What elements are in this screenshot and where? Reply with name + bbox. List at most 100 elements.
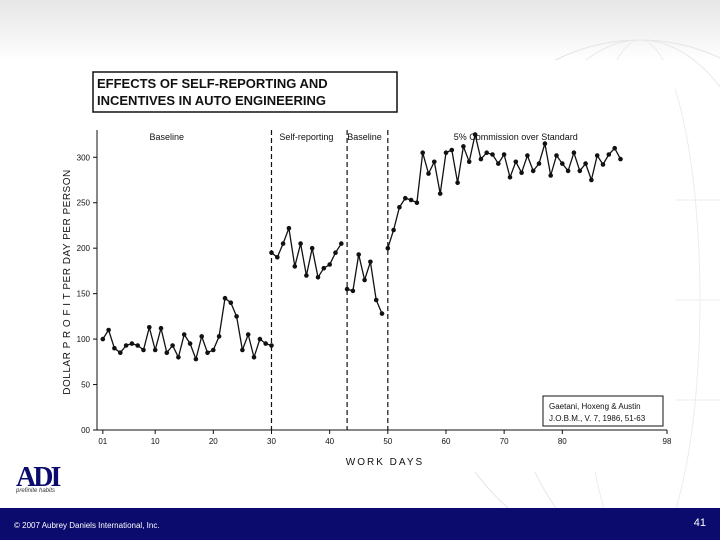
data-point [414,200,420,205]
data-point [106,327,111,333]
data-point [304,273,309,278]
data-point [280,241,286,246]
data-point [141,347,146,353]
data-point [193,356,199,362]
y-tick-label: 250 [77,199,91,208]
data-point [309,245,315,251]
data-point [612,145,617,151]
citation-box: Gaetani, Hoxeng & Austin J.O.B.M., V. 7,… [542,395,664,427]
data-point [228,300,234,305]
data-point [333,250,338,255]
phase-layer: Baseline Self-reporting Baseline 5% Commiss… [150,130,578,430]
x-tick-label: 40 [325,437,334,446]
data-point [443,150,449,155]
x-tick-label: 50 [383,437,392,446]
x-tick-label: 01 [98,437,107,446]
citation-line1: Gaetani, Hoxeng & Austin [549,402,641,411]
data-point [426,171,431,176]
data-point [286,225,292,231]
data-point [164,350,170,356]
data-point [100,336,106,342]
data-point [176,355,181,360]
data-point [123,343,129,348]
series-line-segment [102,297,272,362]
phase-label: Self-reporting [279,132,333,142]
data-point [112,345,117,351]
y-tick-label: 200 [77,244,91,253]
data-point [536,161,542,166]
data-point [344,286,350,292]
series-layer [100,132,623,362]
citation-line2: J.O.B.M., V. 7, 1986, 51-63 [549,414,646,423]
chart-title-box: EFFECTS OF SELF-REPORTING AND INCENTIVES… [92,71,398,113]
data-point [251,355,257,360]
data-point [222,295,228,301]
data-point [158,325,164,331]
data-point [356,252,362,257]
data-point [507,175,513,180]
data-point [420,150,426,155]
data-point [292,264,298,269]
data-point [449,147,455,153]
data-point [269,343,274,348]
company-logo: ADI prefinite habits [14,462,94,506]
x-tick-label: 70 [500,437,509,446]
data-point [211,347,216,353]
data-point [589,177,594,183]
data-point [519,170,524,175]
y-tick-label: 00 [81,426,90,435]
data-point [565,168,571,174]
data-point [478,156,484,162]
y-tick-label: 150 [77,290,91,299]
data-point [496,161,501,166]
data-point [560,161,565,166]
data-point [263,341,268,346]
data-point [461,144,466,149]
y-axis-label: DOLLAR P R O F I T PER DAY PER PERSON [62,169,73,394]
data-point [437,191,443,196]
x-tick-label: 10 [151,437,160,446]
data-point [240,347,245,353]
background-header-swoosh [0,0,720,60]
data-point [298,241,303,246]
data-point [484,150,490,155]
x-tick-label: 60 [442,437,451,446]
data-point [618,156,623,162]
data-point [583,161,588,166]
phase-label: Baseline [150,132,185,142]
data-point [385,245,391,251]
data-point [577,168,583,174]
data-point [362,277,367,283]
y-tick-label: 50 [81,381,90,390]
data-point [170,343,175,348]
footer-bar: © 2007 Aubrey Daniels International, Inc… [0,508,720,540]
data-point [234,314,239,319]
data-point [269,250,274,255]
data-point [472,132,478,137]
data-point [501,152,507,157]
x-tick-label: 20 [209,437,218,446]
data-point [391,227,396,233]
data-point [216,334,222,339]
data-point [542,141,548,146]
data-point [118,350,123,356]
data-point [432,159,437,165]
data-point [513,159,519,165]
data-point [321,265,327,271]
data-point [245,332,251,337]
data-point [455,180,460,185]
phase-label: 5% Commission over Standard [454,132,578,142]
x-tick-label: 80 [558,437,567,446]
data-point [129,341,135,346]
data-point [408,197,414,203]
x-tick-label: 98 [663,437,672,446]
copyright-text: © 2007 Aubrey Daniels International, Inc… [14,521,160,530]
logo-mark: ADI [16,462,61,493]
data-point [571,150,577,155]
ticks-layer: 00 50 100 150 200 250 300 01 10 20 30 40 50 60 70 80 98 [77,153,672,446]
data-point [600,162,606,167]
line-chart: EFFECTS OF SELF-REPORTING AND INCENTIVES… [62,71,672,468]
data-point [466,159,472,165]
chart-panel: EFFECTS OF SELF-REPORTING AND INCENTIVES… [55,60,675,472]
page-number: 41 [693,517,706,529]
